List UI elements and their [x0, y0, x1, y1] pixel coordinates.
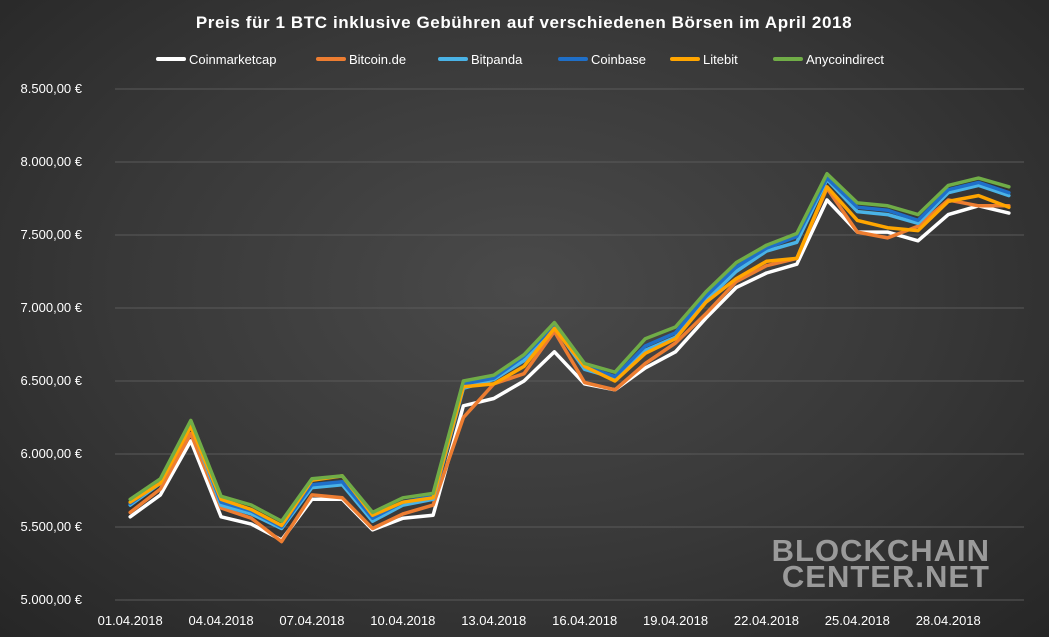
x-tick-label: 10.04.2018: [370, 613, 435, 628]
series-line-litebit: [128, 185, 1011, 528]
y-tick-label: 5.500,00 €: [21, 519, 83, 534]
series-lines: [128, 171, 1011, 544]
legend-label: Anycoindirect: [806, 52, 884, 67]
x-tick-label: 13.04.2018: [461, 613, 526, 628]
legend-label: Litebit: [703, 52, 738, 67]
chart-title: Preis für 1 BTC inklusive Gebühren auf v…: [196, 13, 852, 32]
y-tick-label: 6.000,00 €: [21, 446, 83, 461]
x-tick-label: 28.04.2018: [916, 613, 981, 628]
legend-item-litebit: Litebit: [670, 52, 738, 67]
y-tick-label: 8.000,00 €: [21, 154, 83, 169]
watermark-logo: BLOCKCHAIN CENTER.NET: [772, 533, 990, 594]
series-line-coinmarketcap: [128, 198, 1011, 542]
legend-item-anycoindirect: Anycoindirect: [773, 52, 884, 67]
y-tick-label: 7.500,00 €: [21, 227, 83, 242]
watermark-line1: BLOCKCHAIN: [772, 533, 990, 568]
y-tick-label: 5.000,00 €: [21, 592, 83, 607]
y-axis: 5.000,00 € 5.500,00 € 6.000,00 € 6.500,00 €…: [21, 81, 83, 607]
watermark-line2: CENTER.NET: [782, 559, 990, 594]
x-tick-label: 22.04.2018: [734, 613, 799, 628]
legend-item-bitcoin-de: Bitcoin.de: [316, 52, 406, 67]
legend-item-coinmarketcap: Coinmarketcap: [156, 52, 276, 67]
y-tick-label: 6.500,00 €: [21, 373, 83, 388]
x-tick-label: 25.04.2018: [825, 613, 890, 628]
x-axis: 01.04.2018 04.04.2018 07.04.2018 10.04.2018…: [98, 613, 981, 628]
legend-label: Coinbase: [591, 52, 646, 67]
y-tick-label: 8.500,00 €: [21, 81, 83, 96]
legend: Coinmarketcap Bitcoin.de Bitpanda Coinbase L…: [156, 52, 884, 67]
x-tick-label: 01.04.2018: [98, 613, 163, 628]
series-line-bitcoin-de: [128, 186, 1011, 544]
legend-item-coinbase: Coinbase: [558, 52, 646, 67]
y-tick-label: 7.000,00 €: [21, 300, 83, 315]
gridlines: [115, 88, 1024, 601]
legend-label: Bitcoin.de: [349, 52, 406, 67]
legend-item-bitpanda: Bitpanda: [438, 52, 523, 67]
legend-label: Coinmarketcap: [189, 52, 276, 67]
x-tick-label: 04.04.2018: [189, 613, 254, 628]
series-line-anycoindirect: [128, 171, 1011, 523]
x-tick-label: 19.04.2018: [643, 613, 708, 628]
x-tick-label: 16.04.2018: [552, 613, 617, 628]
legend-label: Bitpanda: [471, 52, 523, 67]
x-tick-label: 07.04.2018: [279, 613, 344, 628]
